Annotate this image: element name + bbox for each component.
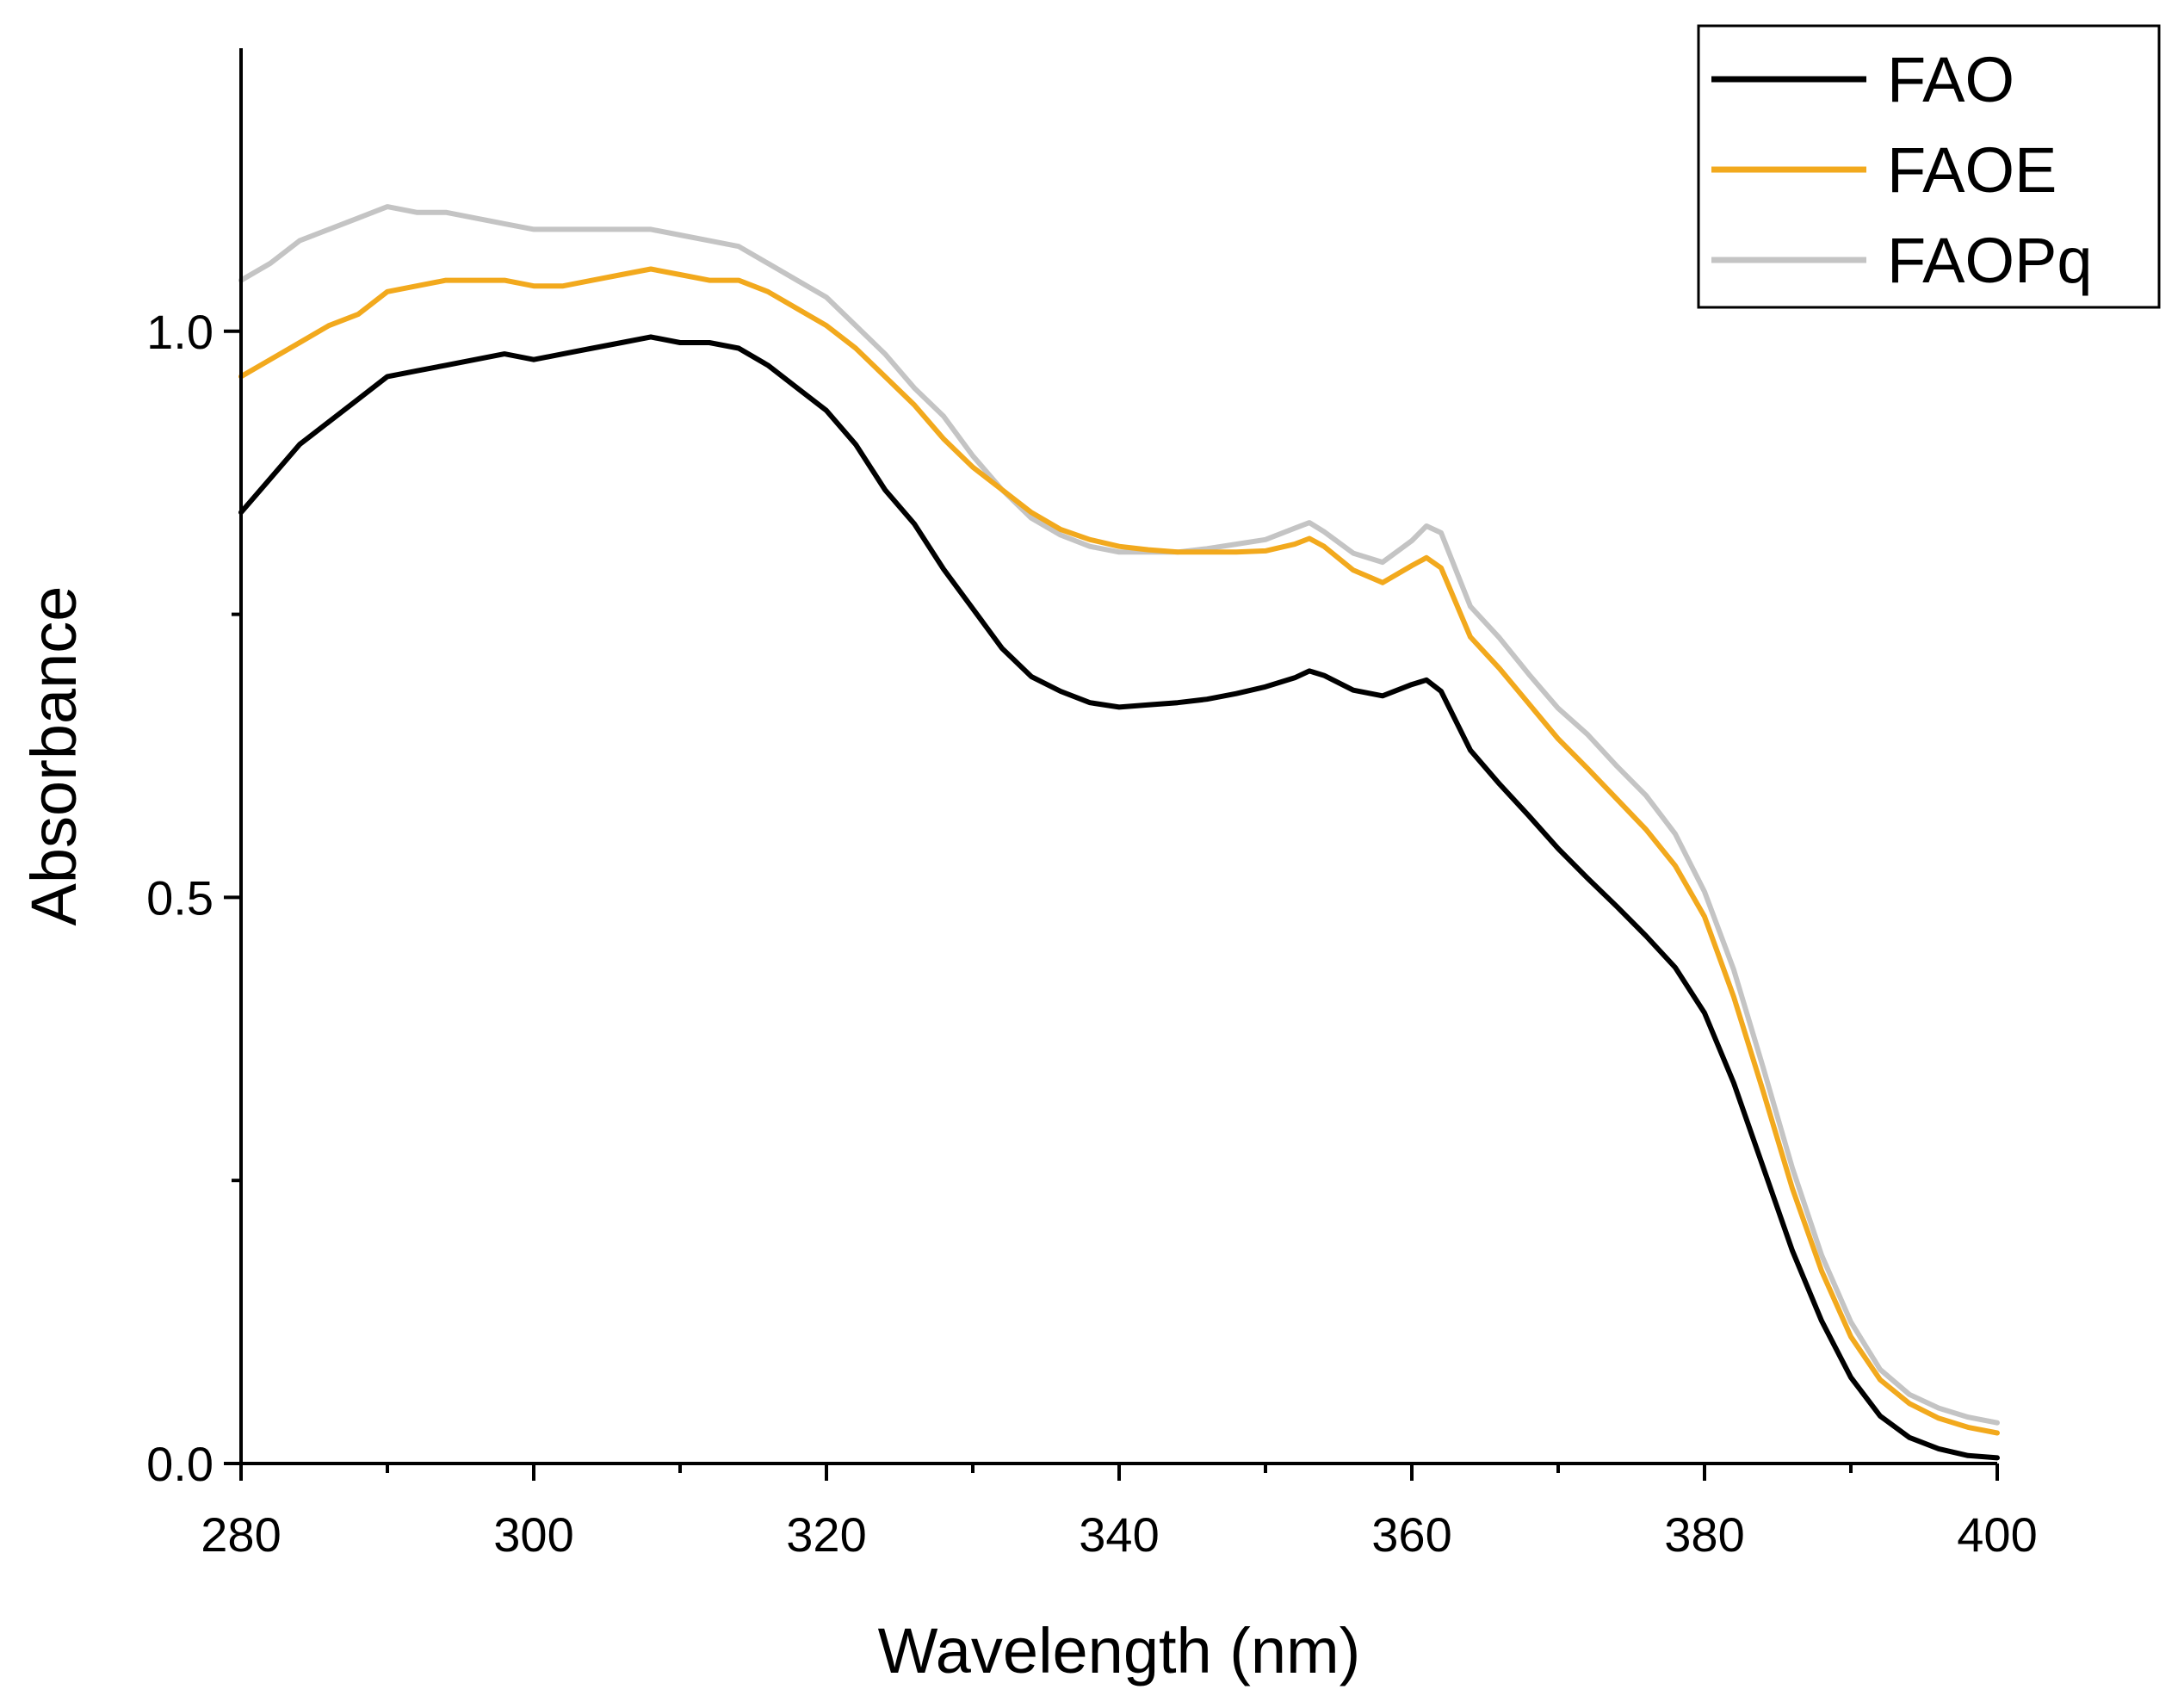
series-line-faopq <box>238 204 2000 1426</box>
legend: FAO FAOE FAOPq <box>1697 24 2161 309</box>
legend-label-fao: FAO <box>1887 44 2014 115</box>
y-tick-label: 1.0 <box>146 305 213 359</box>
x-tick-label: 300 <box>493 1507 573 1562</box>
x-tick-label: 280 <box>201 1507 281 1562</box>
series-line-faoe <box>238 266 2000 1436</box>
legend-label-faopq: FAOPq <box>1887 225 2093 296</box>
x-tick-label: 340 <box>1079 1507 1159 1562</box>
x-tick-label: 360 <box>1371 1507 1451 1562</box>
x-axis-title: Wavelength (nm) <box>878 1615 1361 1686</box>
x-tick-label: 400 <box>1957 1507 2037 1562</box>
x-tick-label: 380 <box>1664 1507 1744 1562</box>
y-axis-title: Absorbance <box>18 586 90 926</box>
x-tick-label: 320 <box>786 1507 866 1562</box>
series-line-fao <box>238 334 2000 1461</box>
y-tick-label: 0.0 <box>146 1437 213 1491</box>
y-tick-label: 0.5 <box>146 870 213 925</box>
series-layer <box>238 204 2000 1461</box>
ticks-layer: 280 300 320 340 360 380 400 0.0 0.5 1.0 <box>146 305 2038 1562</box>
legend-label-faoe: FAOE <box>1887 134 2057 206</box>
